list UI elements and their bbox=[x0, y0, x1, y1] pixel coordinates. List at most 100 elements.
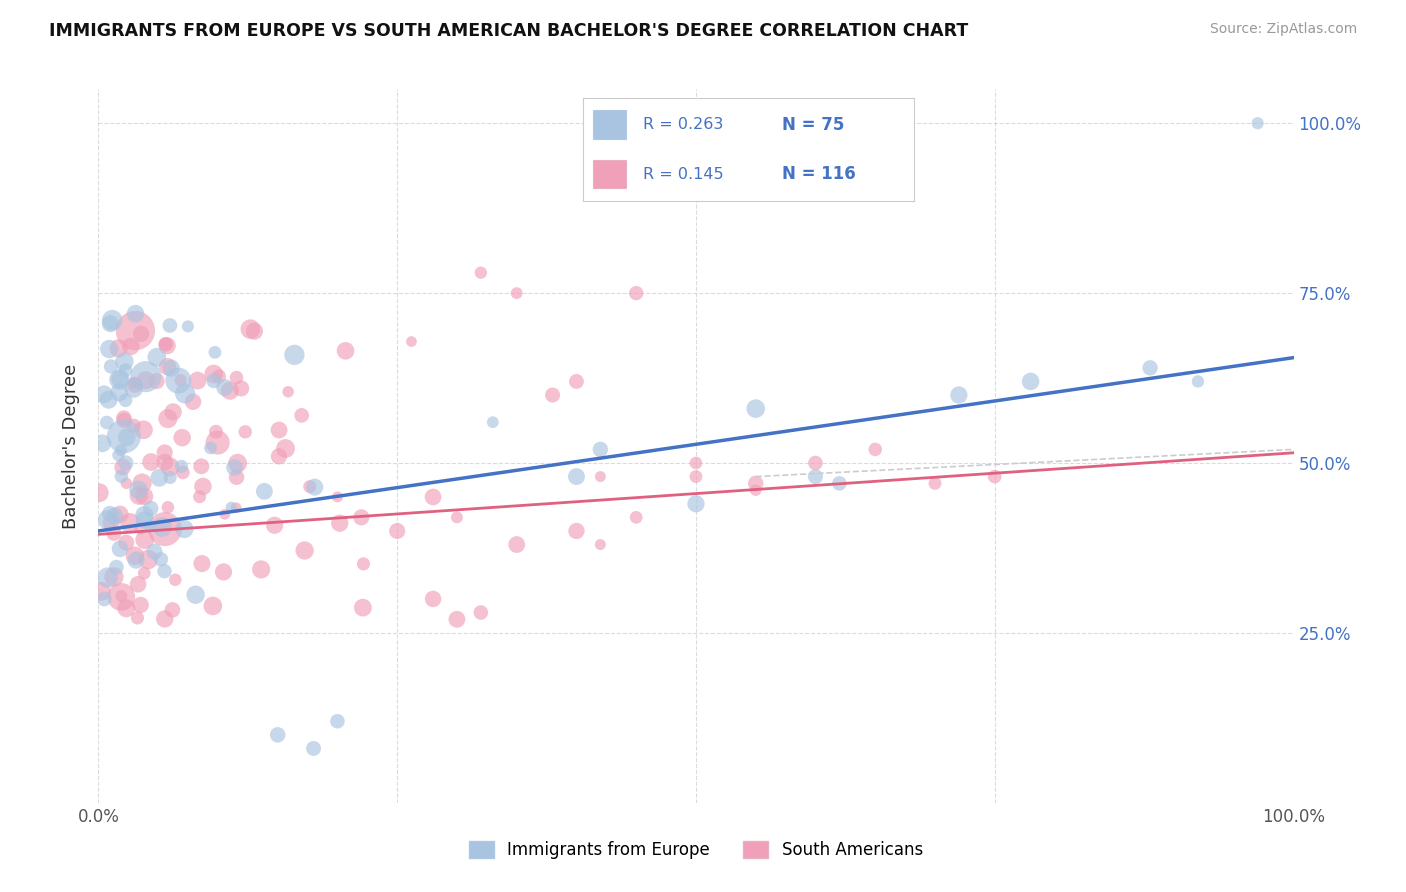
Point bbox=[626, 510, 648, 524]
Point bbox=[565, 375, 588, 389]
Point bbox=[804, 456, 827, 470]
Point bbox=[156, 339, 179, 353]
Legend: Immigrants from Europe, South Americans: Immigrants from Europe, South Americans bbox=[470, 840, 922, 859]
Point bbox=[97, 570, 120, 584]
Point bbox=[350, 510, 373, 524]
Point bbox=[89, 485, 111, 500]
Point bbox=[108, 541, 131, 556]
Point bbox=[267, 423, 290, 437]
Point bbox=[139, 501, 162, 516]
Point bbox=[160, 361, 183, 376]
Point bbox=[565, 469, 588, 483]
Point bbox=[143, 544, 166, 558]
Point bbox=[110, 443, 132, 458]
Point bbox=[385, 524, 409, 538]
Point bbox=[124, 549, 146, 563]
Point bbox=[589, 537, 612, 551]
Point bbox=[589, 442, 612, 457]
Point bbox=[263, 518, 285, 533]
Point bbox=[100, 359, 122, 374]
Point bbox=[177, 319, 200, 334]
Point bbox=[153, 564, 176, 578]
Point bbox=[91, 436, 114, 450]
Point bbox=[110, 589, 132, 603]
Point bbox=[108, 372, 131, 386]
Point bbox=[219, 384, 242, 398]
Point bbox=[184, 588, 207, 602]
Y-axis label: Bachelor's Degree: Bachelor's Degree bbox=[62, 363, 80, 529]
Point bbox=[1139, 360, 1161, 375]
Point bbox=[745, 483, 768, 498]
Point bbox=[138, 518, 160, 533]
Point bbox=[132, 423, 155, 437]
Point bbox=[589, 469, 612, 483]
Point bbox=[124, 324, 146, 338]
Point bbox=[302, 741, 325, 756]
Point bbox=[1187, 375, 1209, 389]
Point bbox=[239, 322, 262, 336]
Point bbox=[115, 430, 138, 444]
Point bbox=[127, 483, 149, 497]
Point bbox=[128, 488, 150, 502]
Point bbox=[326, 490, 349, 504]
Point bbox=[422, 490, 444, 504]
Point bbox=[105, 560, 128, 574]
Point bbox=[129, 326, 152, 341]
Point bbox=[124, 376, 146, 390]
Point bbox=[97, 392, 120, 407]
Point bbox=[685, 497, 707, 511]
Point bbox=[90, 584, 112, 599]
Point bbox=[115, 601, 138, 615]
Point bbox=[685, 469, 707, 483]
Point bbox=[169, 373, 191, 387]
Point bbox=[214, 380, 236, 394]
Point bbox=[225, 470, 247, 484]
Point bbox=[283, 348, 305, 362]
Point bbox=[304, 480, 326, 494]
Point bbox=[100, 516, 122, 530]
Point bbox=[156, 500, 179, 515]
Point bbox=[170, 459, 193, 474]
Point bbox=[156, 411, 179, 425]
Point bbox=[188, 490, 211, 504]
Point bbox=[112, 354, 135, 368]
Point bbox=[104, 509, 127, 524]
Point bbox=[124, 307, 146, 321]
Point bbox=[745, 401, 768, 416]
Point bbox=[98, 507, 121, 521]
Point bbox=[167, 374, 190, 388]
Point bbox=[329, 516, 352, 531]
Point bbox=[267, 450, 290, 464]
Point bbox=[149, 552, 172, 566]
Point bbox=[111, 460, 134, 475]
Point bbox=[112, 411, 135, 425]
Point bbox=[134, 489, 156, 503]
Point bbox=[153, 522, 176, 536]
Point bbox=[470, 266, 492, 280]
Point bbox=[226, 456, 249, 470]
Point bbox=[136, 552, 159, 566]
Point bbox=[187, 374, 209, 388]
Point bbox=[135, 373, 157, 387]
Point bbox=[153, 337, 176, 351]
Point bbox=[101, 313, 124, 327]
Point bbox=[127, 577, 149, 591]
Point bbox=[250, 562, 273, 576]
Point bbox=[745, 476, 768, 491]
Point bbox=[129, 521, 152, 535]
Point bbox=[208, 369, 231, 384]
Point bbox=[924, 476, 946, 491]
Point bbox=[148, 471, 170, 485]
Point bbox=[804, 469, 827, 483]
Point bbox=[134, 533, 156, 547]
Point bbox=[243, 324, 266, 338]
Point bbox=[93, 387, 115, 401]
Point bbox=[1247, 116, 1270, 130]
Point bbox=[446, 510, 468, 524]
Point bbox=[125, 553, 148, 567]
Text: IMMIGRANTS FROM EUROPE VS SOUTH AMERICAN BACHELOR'S DEGREE CORRELATION CHART: IMMIGRANTS FROM EUROPE VS SOUTH AMERICAN… bbox=[49, 22, 969, 40]
Point bbox=[353, 557, 375, 571]
Point bbox=[145, 374, 167, 388]
Point bbox=[150, 520, 173, 534]
Point bbox=[122, 381, 145, 395]
